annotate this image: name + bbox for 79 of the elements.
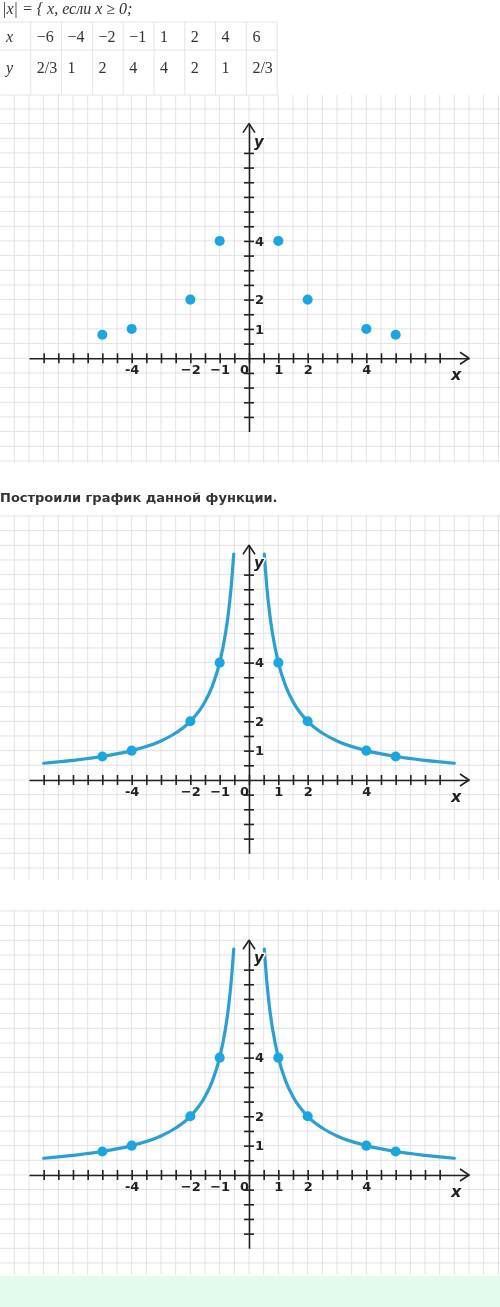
y-tick-label: 2: [255, 292, 265, 308]
x-tick-label: 2: [303, 362, 313, 378]
category-label: −4: [67, 28, 85, 45]
x-axis-title: x: [450, 1181, 462, 1201]
point: [214, 1052, 225, 1063]
x-axis-title: x: [450, 786, 462, 806]
x-tick-label: 4: [362, 1179, 372, 1195]
text: |x| = { x, если x ≥ 0;: [2, 0, 133, 18]
x-tick-label: -4: [124, 1179, 140, 1195]
text: 2/3: [36, 59, 58, 76]
text: 4: [129, 59, 138, 76]
text: 1: [160, 28, 168, 45]
y-tick-label: 4: [255, 655, 265, 671]
point: [361, 1140, 372, 1151]
x-tick-label: 4: [362, 362, 372, 378]
text: 2: [98, 59, 107, 76]
x-tick-label: 1: [274, 1179, 284, 1195]
category-label: −6: [36, 28, 54, 45]
point: [185, 716, 196, 727]
x-tick-label: −2: [180, 362, 201, 378]
category-label: 6: [252, 28, 261, 45]
x-tick-label: −1: [210, 1179, 231, 1195]
x-tick-label: −1: [210, 784, 231, 800]
point: [390, 1146, 401, 1157]
x-tick-label: 1: [274, 362, 284, 378]
text: 1: [67, 59, 76, 76]
text: 2/3: [252, 59, 273, 76]
category-label: 1: [221, 59, 230, 76]
point: [390, 751, 401, 762]
x-tick-label: −1: [210, 362, 231, 378]
point: [361, 323, 372, 334]
x-tick-label: −2: [180, 784, 201, 800]
y-tick-label: 4: [255, 233, 265, 249]
point: [126, 745, 137, 756]
point: [97, 329, 108, 340]
point: [214, 657, 225, 668]
x-tick-label: 0: [239, 784, 250, 800]
x-axis-title: x: [450, 365, 462, 385]
text: 2: [190, 28, 199, 45]
point: [390, 329, 401, 340]
y-tick-label: 2: [255, 1108, 265, 1124]
point: [361, 745, 372, 756]
point: [302, 1111, 313, 1122]
point: [97, 1146, 108, 1157]
y-axis-title: y: [254, 949, 265, 968]
x-tick-label: -4: [124, 362, 140, 378]
point: [97, 751, 108, 762]
category-label: −2: [98, 28, 116, 45]
chart-title: Построили график данной функции.: [0, 490, 278, 505]
x-tick-label: 1: [274, 784, 284, 800]
category-label: 4: [160, 59, 168, 76]
point: [126, 323, 137, 334]
point: [126, 1140, 137, 1151]
point: [302, 716, 313, 727]
x-tick-label: 4: [362, 784, 372, 800]
x-tick-label: −2: [180, 1179, 201, 1195]
x-tick-label: 0: [239, 1179, 250, 1195]
point: [273, 235, 284, 246]
y-tick-label: 1: [255, 743, 265, 759]
x-tick-label: -4: [124, 784, 140, 800]
y-axis-title: y: [254, 554, 265, 573]
point: [214, 235, 225, 246]
y-tick-label: 1: [255, 1138, 265, 1154]
text: y: [4, 59, 14, 77]
text: x: [5, 28, 14, 45]
y-tick-label: 2: [255, 713, 265, 729]
point: [273, 1052, 284, 1063]
x-tick-label: 2: [303, 784, 313, 800]
point: [185, 294, 196, 305]
category-label: 2: [190, 59, 199, 76]
point: [185, 1111, 196, 1122]
point: [302, 294, 313, 305]
y-axis-title: y: [254, 132, 265, 151]
y-tick-label: 4: [255, 1050, 265, 1066]
y-tick-label: 1: [255, 321, 265, 337]
point: [273, 657, 284, 668]
x-tick-label: 2: [303, 1179, 313, 1195]
category-label: −1: [129, 28, 147, 45]
text: 4: [221, 28, 230, 45]
